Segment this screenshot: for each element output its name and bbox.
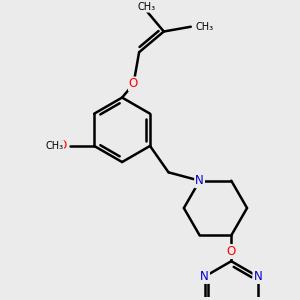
Text: N: N — [195, 174, 204, 187]
Text: CH₃: CH₃ — [196, 22, 214, 32]
Text: N: N — [200, 270, 209, 283]
Text: N: N — [195, 174, 204, 187]
Text: CH₃: CH₃ — [137, 2, 155, 12]
Text: O: O — [226, 245, 236, 258]
Text: CH₃: CH₃ — [45, 141, 63, 151]
Text: O: O — [226, 245, 236, 258]
Text: N: N — [254, 270, 262, 283]
Text: O: O — [58, 140, 67, 152]
Text: O: O — [129, 77, 138, 91]
